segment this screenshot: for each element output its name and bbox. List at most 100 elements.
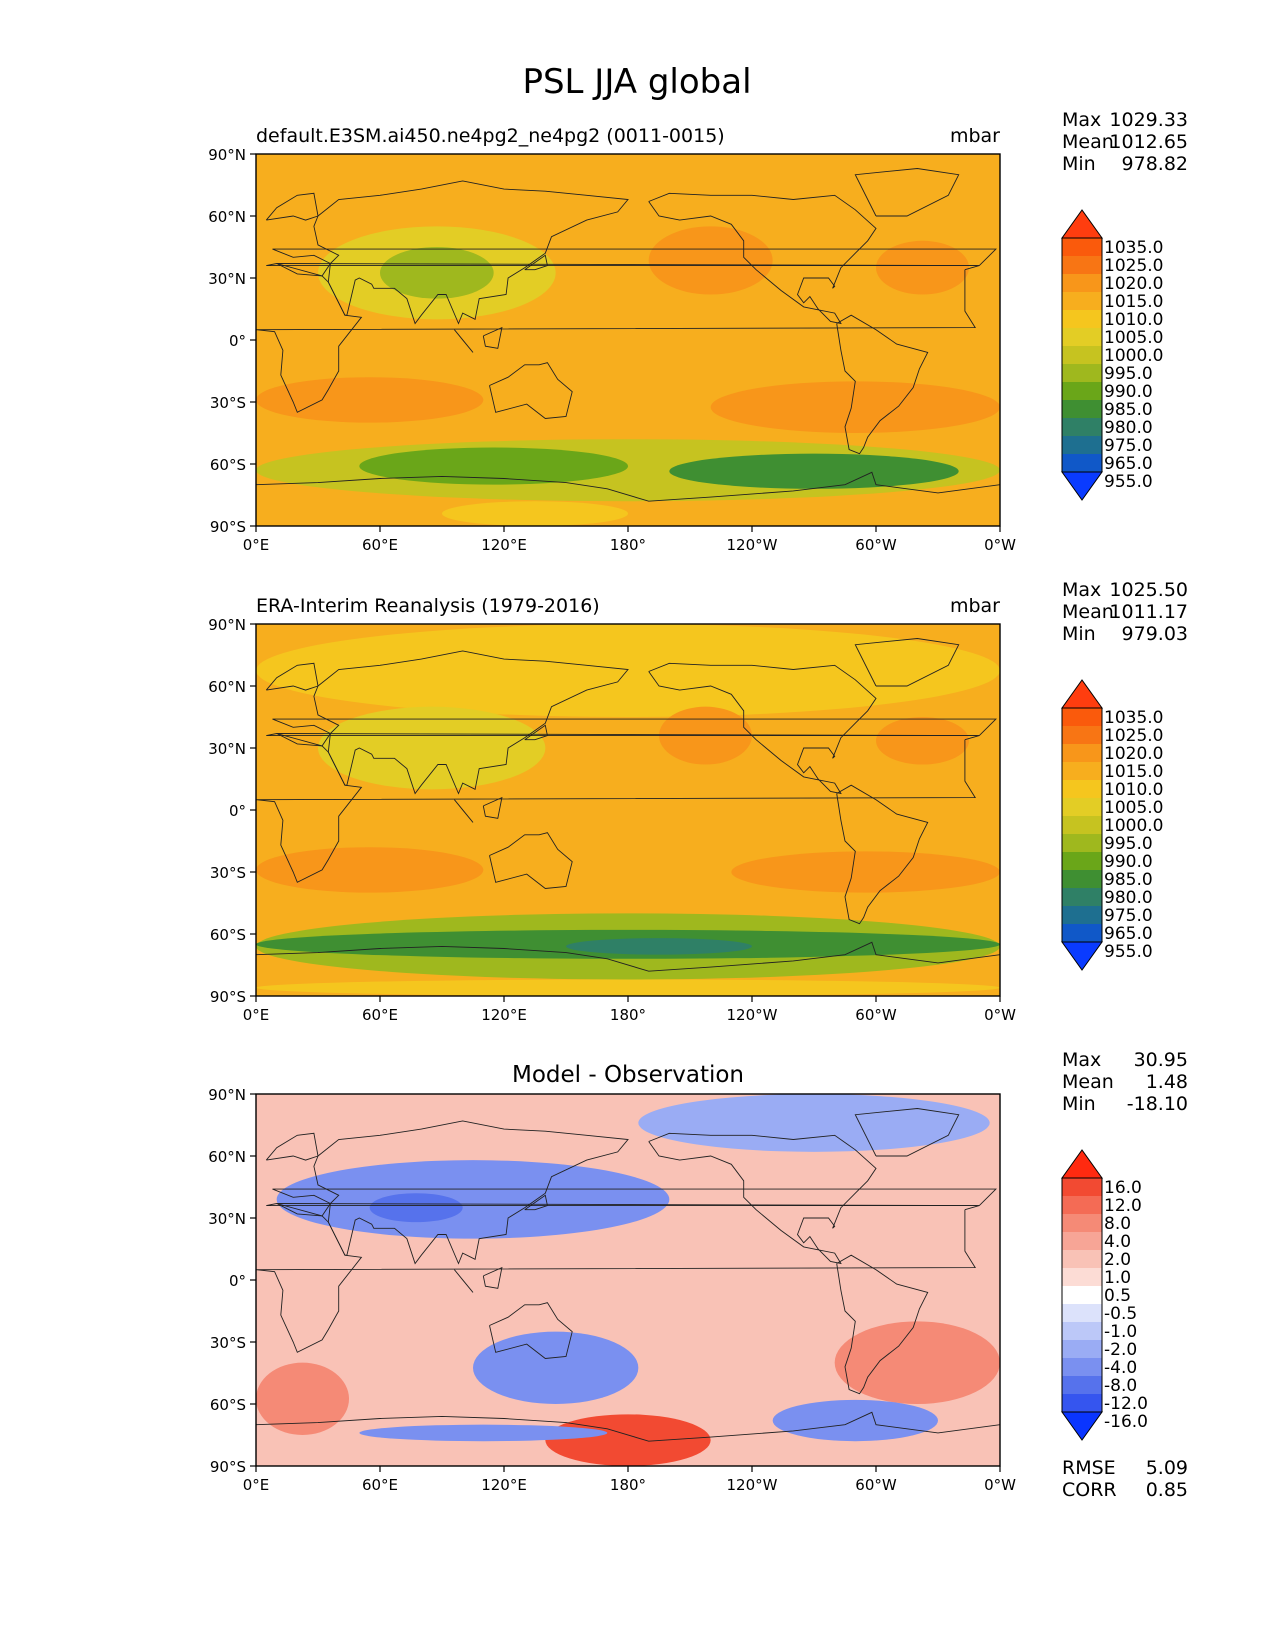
colorbar-bin [1062, 418, 1102, 436]
lon-tick-label: 120°W [727, 1006, 778, 1024]
colorbar-bin [1062, 1322, 1102, 1340]
colorbar-bin [1062, 400, 1102, 418]
stat-max-label: Max [1062, 579, 1101, 601]
colorbar-bin [1062, 256, 1102, 274]
stat-rmse-value: 5.09 [1146, 1457, 1188, 1479]
colorbar-extend-min [1061, 1411, 1103, 1441]
lon-tick-label: 0°E [243, 1476, 270, 1494]
lat-tick-label: 30°S [210, 864, 246, 882]
lat-tick-label: 60°N [208, 1148, 246, 1166]
lon-tick-label: 120°E [481, 1006, 527, 1024]
lat-tick-label: 30°S [210, 1334, 246, 1352]
lon-tick-label: 0°E [243, 536, 270, 554]
colorbar-bin [1062, 238, 1102, 256]
colorbar-bin [1062, 1394, 1102, 1412]
colorbar-bin [1062, 726, 1102, 744]
coastline [313, 650, 629, 795]
colorbar-tick-label: 8.0 [1104, 1214, 1131, 1234]
colorbar-tick-label: -0.5 [1104, 1304, 1137, 1324]
region-s-pacific-high [731, 851, 1000, 893]
colorbar-tick-label: -1.0 [1104, 1322, 1137, 1342]
colorbar-bin [1062, 1340, 1102, 1358]
stat-min-value: -18.10 [1127, 1093, 1188, 1115]
colorbar-bin [1062, 310, 1102, 328]
region-asia-core [369, 1193, 463, 1223]
colorbar-frame [1061, 237, 1103, 473]
stat-mean-label: Mean [1062, 601, 1114, 623]
colorbar-bin [1062, 436, 1102, 454]
colorbar-tick-label: 985.0 [1104, 870, 1153, 890]
colorbar-bin [1062, 1196, 1102, 1214]
lat-tick-label: 60°N [208, 208, 246, 226]
panel-title: Model - Observation [512, 1062, 744, 1088]
coastline [648, 662, 877, 795]
lon-tick-label: 60°W [855, 536, 897, 554]
coastline [854, 1108, 960, 1157]
stat-min-value: 978.82 [1122, 153, 1188, 175]
lon-tick-label: 60°E [362, 1476, 398, 1494]
lat-tick-label: 0° [229, 1272, 246, 1290]
stat-corr-label: CORR [1062, 1479, 1117, 1501]
region-n-atlantic-high [876, 717, 969, 765]
panel-reference: 90°N 60°N 30°N 0° 30°S 60°S 90°S0°E 60°E 120°E 18… [208, 579, 1188, 1024]
coastline [482, 1266, 503, 1289]
coastline [489, 1302, 573, 1359]
colorbar-bin [1062, 1376, 1102, 1394]
region-asia-low [318, 706, 546, 790]
region-antarctic-high [442, 501, 628, 526]
colorbar-bin [1062, 1232, 1102, 1250]
stat-max-value: 30.95 [1134, 1049, 1188, 1071]
colorbar-bin [1062, 816, 1102, 834]
region-southern-low-2 [669, 453, 959, 489]
colorbar-bin [1062, 798, 1102, 816]
stat-corr-value: 0.85 [1146, 1479, 1188, 1501]
coastline [313, 180, 629, 325]
region-s-indian-high [256, 847, 484, 893]
lat-tick-label: 30°N [208, 1210, 246, 1228]
stat-mean-value: 1011.17 [1109, 601, 1188, 623]
colorbar-bin [1062, 762, 1102, 780]
colorbar-bin [1062, 1250, 1102, 1268]
colorbar-tick-label: -2.0 [1104, 1340, 1137, 1360]
region-australia-negative [473, 1331, 639, 1405]
coastline [836, 1254, 929, 1395]
coastline [256, 941, 1000, 972]
coastline [256, 1203, 980, 1353]
colorbar-bin [1062, 1268, 1102, 1286]
lat-tick-label: 90°N [208, 146, 246, 164]
region-southern-atlantic-neg [772, 1399, 938, 1442]
stat-max-label: Max [1062, 109, 1101, 131]
coastline [524, 254, 548, 271]
colorbar-tick-label: 980.0 [1104, 418, 1153, 438]
stat-mean-label: Mean [1062, 1071, 1114, 1093]
stat-min-label: Min [1062, 153, 1096, 175]
colorbar-extend-min [1061, 471, 1103, 501]
lon-tick-label: 0°W [984, 1476, 1016, 1494]
coastline [313, 1120, 629, 1265]
colorbar-tick-label: 1.0 [1104, 1268, 1131, 1288]
lon-tick-label: 120°E [481, 1476, 527, 1494]
coastline [256, 733, 980, 883]
lat-tick-label: 90°S [210, 1458, 246, 1476]
colorbar-extend-max [1061, 209, 1103, 239]
colorbar-bin [1062, 906, 1102, 924]
region-southern-low-1 [359, 447, 628, 485]
colorbar-extend-max [1061, 1149, 1103, 1179]
coastline [256, 1411, 1000, 1442]
stat-mean-value: 1012.65 [1109, 131, 1188, 153]
figure-title: PSL JJA global [522, 62, 751, 102]
lat-tick-label: 0° [229, 802, 246, 820]
colorbar-tick-label: 995.0 [1104, 364, 1153, 384]
coastline [524, 724, 548, 741]
region-nw-atlantic-high [876, 240, 969, 295]
colorbar-tick-label: 990.0 [1104, 852, 1153, 872]
colorbar-tick-label: 990.0 [1104, 382, 1153, 402]
colorbar-tick-label: 1010.0 [1104, 310, 1163, 330]
colorbar-extend-min [1061, 941, 1103, 971]
coastline [482, 326, 503, 349]
stat-mean-label: Mean [1062, 131, 1114, 153]
coastline [256, 263, 980, 413]
colorbar-tick-label: 1025.0 [1104, 726, 1163, 746]
colorbar-tick-label: 995.0 [1104, 834, 1153, 854]
